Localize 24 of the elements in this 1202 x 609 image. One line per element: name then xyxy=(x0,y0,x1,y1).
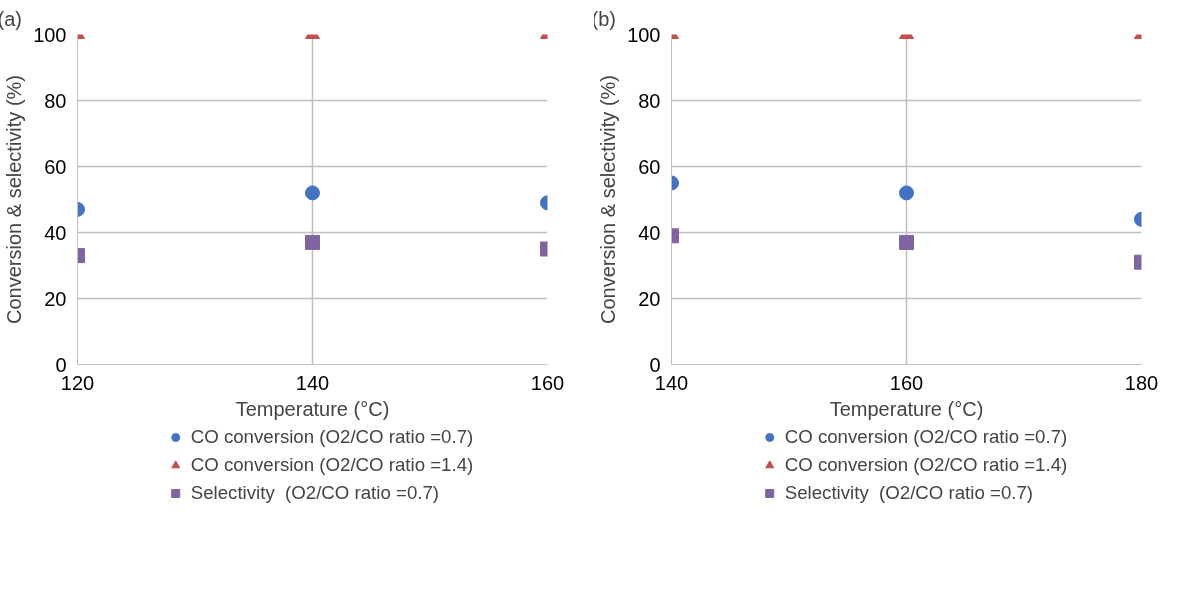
y-tick-label: 20 xyxy=(638,287,661,310)
y-axis-title: Conversion & selectivity (%) xyxy=(597,75,620,324)
y-tick-label: 20 xyxy=(44,287,67,310)
legend-label: CO conversion (O2/CO ratio =0.7) xyxy=(190,426,474,448)
y-tick-label: 60 xyxy=(638,155,661,178)
x-tick-label: 140 xyxy=(295,371,330,394)
legend-label: CO conversion (O2/CO ratio =0.7) xyxy=(784,426,1068,448)
legend-label: Selectivity (O2/CO ratio =0.7) xyxy=(190,482,440,504)
y-tick-label: 80 xyxy=(638,89,661,112)
x-tick-label: 160 xyxy=(530,371,565,394)
x-axis-title: Temperature (°C) xyxy=(829,397,984,420)
y-tick-label: 100 xyxy=(33,23,67,46)
y-tick-label: 40 xyxy=(44,221,67,244)
y-tick-label: 80 xyxy=(44,89,67,112)
x-tick-label: 180 xyxy=(1124,371,1159,394)
y-tick-label: 100 xyxy=(627,23,661,46)
y-axis-title: Conversion & selectivity (%) xyxy=(3,75,26,324)
y-tick-label: 60 xyxy=(44,155,67,178)
x-axis-title: Temperature (°C) xyxy=(235,397,390,420)
legend-label: CO conversion (O2/CO ratio =1.4) xyxy=(784,454,1068,476)
legend-label: CO conversion (O2/CO ratio =1.4) xyxy=(190,454,474,476)
legend-label: Selectivity (O2/CO ratio =0.7) xyxy=(784,482,1034,504)
y-tick-label: 40 xyxy=(638,221,661,244)
x-tick-label: 160 xyxy=(889,371,924,394)
